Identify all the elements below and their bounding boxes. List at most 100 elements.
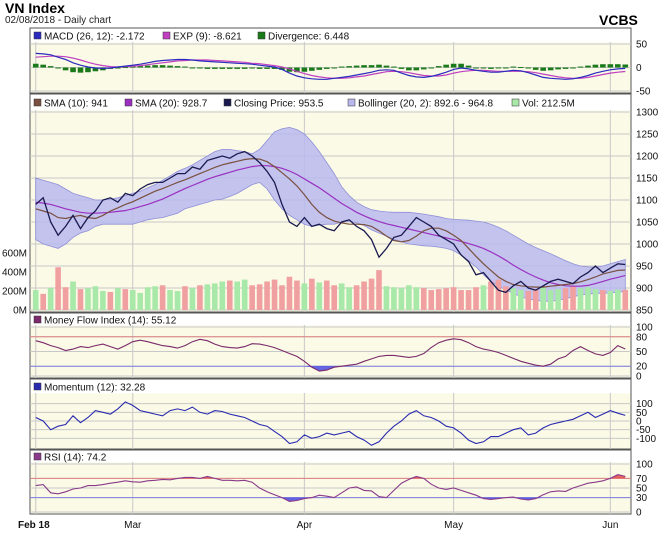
divergence-bar bbox=[547, 67, 554, 71]
divergence-bar bbox=[532, 67, 539, 70]
divergence-bar bbox=[197, 67, 203, 69]
volume-bar bbox=[525, 291, 532, 310]
volume-bar bbox=[92, 286, 99, 310]
volume-bar bbox=[241, 279, 248, 310]
divergence-bar bbox=[398, 67, 405, 69]
divergence-bar bbox=[32, 63, 39, 68]
momentum-legend-swatch bbox=[33, 382, 42, 391]
y-tick-label: 850 bbox=[636, 306, 653, 317]
divergence-bar bbox=[495, 67, 502, 69]
price-legend-label: Closing Price: 953.5 bbox=[234, 99, 324, 110]
x-tick-label: Jun bbox=[602, 520, 618, 531]
divergence-bar bbox=[480, 67, 487, 69]
divergence-bar bbox=[592, 64, 599, 68]
divergence-bar bbox=[241, 67, 248, 69]
divergence-bar bbox=[182, 66, 188, 68]
y-tick-label: 50 bbox=[636, 40, 648, 51]
divergence-bar bbox=[615, 64, 621, 68]
volume-bar bbox=[488, 281, 494, 310]
sma10-legend-swatch bbox=[33, 98, 42, 107]
volume-bar bbox=[115, 288, 121, 310]
y-tick-label: 1000 bbox=[636, 240, 659, 251]
divergence-bar bbox=[219, 67, 226, 69]
legend-layer: MACD (26, 12): -2.172 EXP (9): -8.621 Dive… bbox=[33, 32, 575, 464]
divergence-bar bbox=[47, 66, 54, 68]
divergence-bar bbox=[152, 65, 158, 68]
volume-bar bbox=[47, 288, 54, 310]
volume-bar bbox=[182, 286, 188, 310]
volume-bar bbox=[137, 292, 144, 310]
volume-bar bbox=[279, 285, 285, 310]
divergence-legend-label: Divergence: 6.448 bbox=[268, 32, 350, 43]
volume-bar bbox=[600, 290, 606, 310]
volume-bar bbox=[450, 287, 457, 310]
volume-bar bbox=[532, 289, 539, 310]
sma20-line bbox=[35, 165, 626, 287]
volume-bar bbox=[368, 278, 375, 310]
volume-tick-label: 600M bbox=[2, 249, 27, 260]
volume-bar bbox=[480, 285, 487, 310]
volume-bar bbox=[249, 285, 255, 310]
divergence-bar bbox=[40, 64, 46, 68]
y-tick-label: 900 bbox=[636, 284, 653, 295]
y-tick-label: 1250 bbox=[636, 130, 659, 141]
y-tick-label: 1300 bbox=[636, 108, 659, 119]
divergence-bar bbox=[443, 64, 449, 68]
volume-bar bbox=[547, 290, 554, 310]
closing-price-line bbox=[35, 150, 626, 294]
mfi-legend-swatch bbox=[33, 315, 42, 324]
volume-bar bbox=[32, 290, 39, 310]
volume-bar bbox=[443, 288, 449, 310]
divergence-bar bbox=[525, 67, 532, 69]
mfi-oversold-fill bbox=[35, 366, 626, 372]
y-tick-label: 20 bbox=[636, 362, 648, 373]
volume-bar bbox=[331, 285, 338, 310]
divergence-bar bbox=[600, 64, 606, 68]
price-legend-swatch bbox=[223, 98, 232, 107]
volume-bar bbox=[428, 290, 435, 310]
divergence-bar bbox=[271, 67, 278, 69]
y-tick-label: 100 bbox=[636, 323, 653, 334]
volume-bar bbox=[152, 286, 158, 310]
macd-legend-label: MACD (26, 12): -2.172 bbox=[44, 32, 145, 43]
y-tick-label: -50 bbox=[636, 87, 651, 98]
volume-bar bbox=[555, 289, 561, 310]
y-tick-label: -50 bbox=[636, 425, 651, 436]
divergence-bar bbox=[77, 67, 84, 73]
volume-bar bbox=[615, 289, 621, 310]
divergence-bar bbox=[62, 67, 69, 71]
divergence-bar bbox=[279, 67, 285, 70]
mfi-legend-bar bbox=[30, 313, 631, 326]
volume-bar bbox=[435, 289, 442, 310]
divergence-bar bbox=[585, 65, 591, 68]
x-tick-label: May bbox=[444, 520, 463, 531]
chart-subtitle: 02/08/2018 - Daily chart bbox=[5, 15, 111, 26]
divergence-bar bbox=[204, 67, 211, 69]
volume-bar bbox=[226, 280, 233, 310]
divergence-bar bbox=[510, 66, 517, 68]
volume-bar bbox=[55, 267, 61, 310]
divergence-bar bbox=[503, 67, 509, 69]
volume-bar bbox=[40, 293, 46, 310]
volume-bar bbox=[376, 270, 382, 310]
bollinger-legend-label: Bollinger (20, 2): 892.6 - 964.8 bbox=[358, 99, 494, 110]
rsi-legend-swatch bbox=[33, 452, 42, 461]
chart-gridlines bbox=[30, 42, 631, 514]
divergence-bar bbox=[316, 67, 323, 70]
volume-bar bbox=[577, 288, 584, 310]
sma10-legend-label: SMA (10): 941 bbox=[44, 99, 108, 110]
volume-bar bbox=[420, 288, 427, 310]
divergence-bar bbox=[450, 63, 457, 68]
divergence-bar bbox=[517, 67, 524, 69]
divergence-bar bbox=[465, 65, 472, 68]
x-tick-label: Mar bbox=[124, 520, 142, 531]
divergence-bar bbox=[562, 67, 569, 69]
rsi-line bbox=[35, 474, 626, 502]
price-legend-bar bbox=[30, 94, 631, 111]
volume-bar bbox=[286, 276, 293, 310]
divergence-bar bbox=[391, 66, 397, 68]
tick-layer: 500-501300125012001150110010501000950900… bbox=[2, 40, 659, 532]
y-tick-label: 70 bbox=[636, 474, 648, 485]
y-tick-label: 80 bbox=[636, 332, 648, 343]
volume-bar bbox=[159, 285, 166, 310]
